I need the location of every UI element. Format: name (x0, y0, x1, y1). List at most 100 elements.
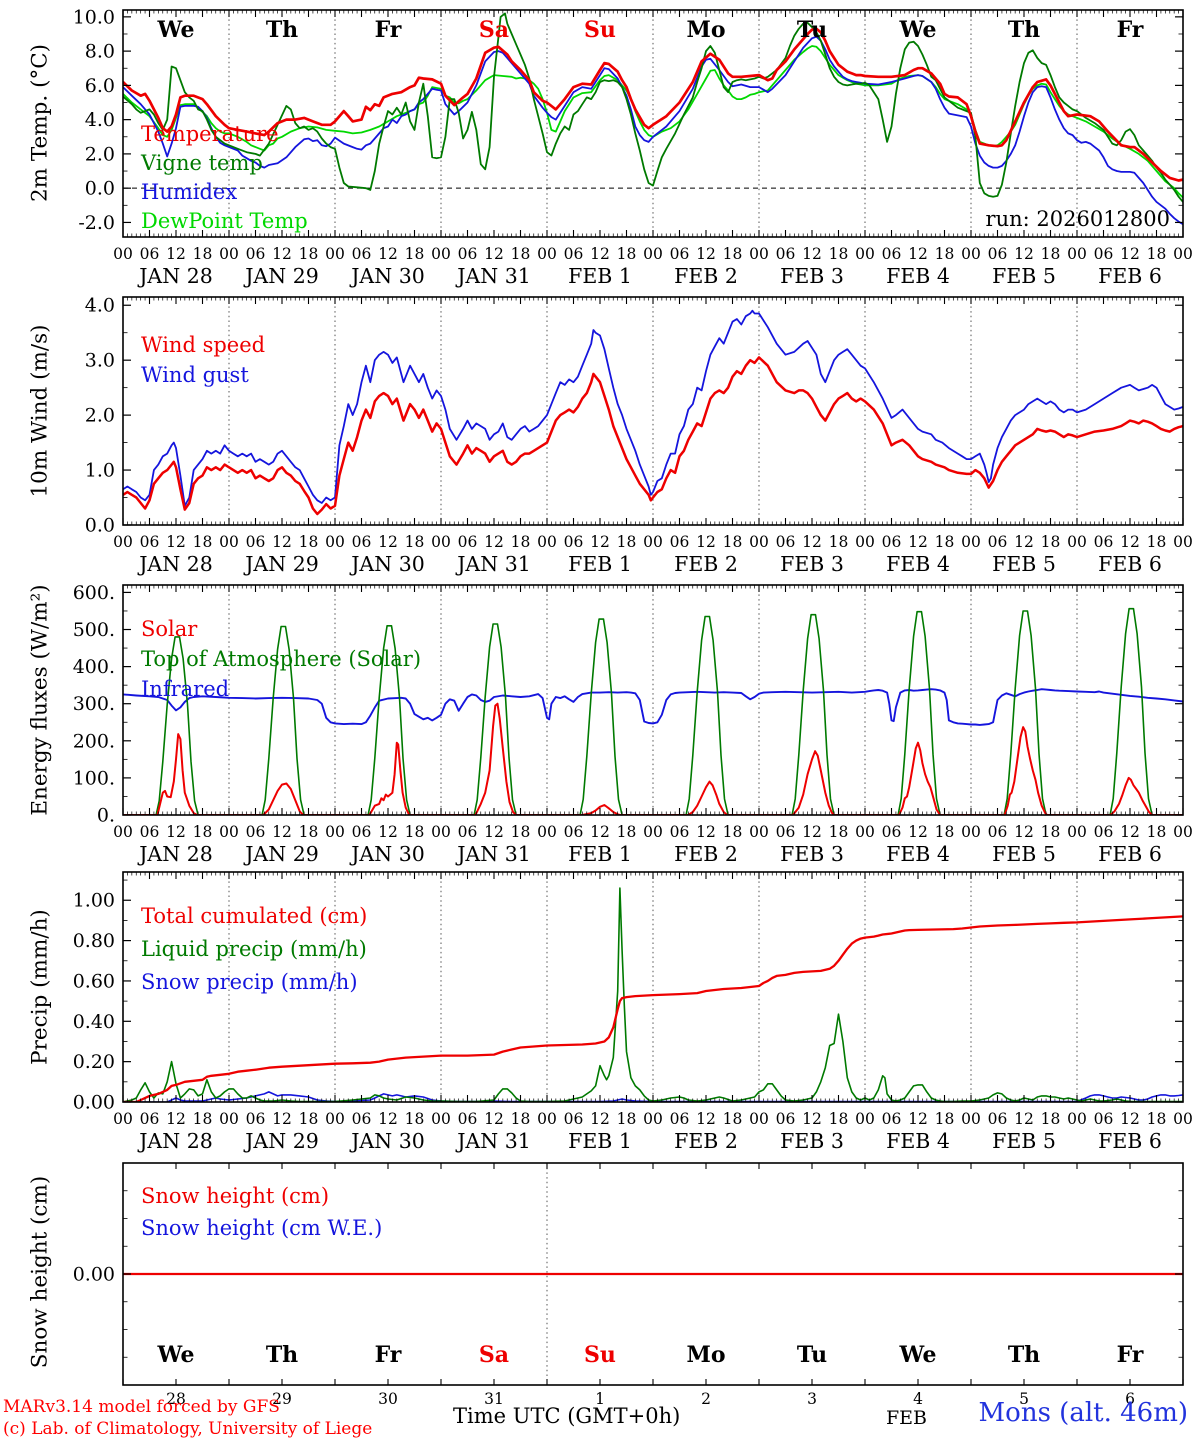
hour-tick-label: 18 (935, 533, 955, 551)
hour-tick-label: 06 (776, 823, 796, 841)
y-tick-label: 4.0 (85, 295, 115, 317)
hour-tick-label: 12 (802, 1110, 822, 1128)
y-tick-label: 6.0 (85, 75, 115, 97)
hour-tick-label: 06 (988, 245, 1008, 263)
y-axis-title-precip: Precip (mm/h) (27, 909, 53, 1065)
hour-tick-label: 00 (1067, 245, 1087, 263)
hour-tick-label: 06 (140, 823, 160, 841)
hour-tick-label: 00 (1173, 245, 1193, 263)
hour-tick-label: 00 (219, 533, 239, 551)
y-tick-label: 1.0 (85, 460, 115, 482)
y-tick-label: 0.0 (85, 178, 115, 200)
date-label: FEB 5 (992, 1129, 1056, 1153)
hour-tick-label: 18 (617, 1110, 637, 1128)
hour-tick-label: 12 (484, 245, 504, 263)
date-label: FEB 3 (780, 842, 844, 866)
date-label: JAN 29 (243, 842, 319, 866)
hour-tick-label: 06 (246, 245, 266, 263)
y-tick-label: 400. (73, 656, 115, 678)
hour-tick-label: 06 (352, 245, 372, 263)
footer-lab: (c) Lab. of Climatology, University of L… (3, 1419, 373, 1439)
hour-tick-label: 12 (378, 1110, 398, 1128)
hour-tick-label: 18 (935, 1110, 955, 1128)
date-label: JAN 30 (349, 1129, 425, 1153)
hour-tick-label: 00 (1173, 1110, 1193, 1128)
hour-tick-label: 00 (961, 245, 981, 263)
hour-tick-label: 00 (431, 533, 451, 551)
hour-tick-label: 00 (113, 533, 133, 551)
hour-tick-label: 12 (696, 533, 716, 551)
y-tick-label: 3.0 (85, 350, 115, 372)
hour-tick-label: 00 (1067, 1110, 1087, 1128)
weekday-label-top: Su (584, 17, 616, 43)
hour-tick-label: 06 (564, 823, 584, 841)
weekday-label-top: Sa (479, 17, 509, 43)
hour-tick-label: 18 (299, 533, 319, 551)
legend-item-snow-height-we: Snow height (cm W.E.) (141, 1216, 383, 1240)
hour-tick-label: 12 (1014, 245, 1034, 263)
hour-tick-label: 00 (749, 245, 769, 263)
date-label: FEB 5 (992, 842, 1056, 866)
hour-tick-label: 06 (246, 533, 266, 551)
y-tick-label: 0.0 (85, 515, 115, 537)
y-tick-label: 200. (73, 730, 115, 752)
footer-month-label: FEB (886, 1407, 928, 1429)
legend-item-infrared: Infrared (141, 677, 230, 701)
y-tick-label: 2.0 (85, 143, 115, 165)
hour-tick-label: 12 (378, 823, 398, 841)
hour-tick-label: 12 (1120, 823, 1140, 841)
date-label: JAN 29 (243, 264, 319, 288)
date-label: FEB 4 (886, 264, 950, 288)
date-label: FEB 6 (1098, 552, 1162, 576)
legend-item-solar: Solar (141, 617, 198, 641)
hour-tick-label: 18 (1041, 245, 1061, 263)
legend-item-toa-solar: Top of Atmosphere (Solar) (141, 647, 422, 671)
weekday-label-top: We (899, 17, 937, 43)
footer-time-axis: Time UTC (GMT+0h) (453, 1404, 681, 1428)
hour-tick-label: 18 (723, 823, 743, 841)
hour-tick-label: 18 (405, 533, 425, 551)
date-label: FEB 2 (674, 1129, 738, 1153)
hour-tick-label: 12 (1014, 823, 1034, 841)
weekday-label-bottom: Fr (1117, 1342, 1144, 1368)
hour-tick-label: 12 (696, 245, 716, 263)
hour-tick-label: 00 (855, 823, 875, 841)
hour-tick-label: 00 (643, 533, 663, 551)
hour-tick-label: 12 (908, 823, 928, 841)
date-label: JAN 31 (455, 264, 531, 288)
day-number-label: 29 (272, 1390, 292, 1408)
weekday-label-top: Fr (375, 17, 402, 43)
weekday-label-bottom: Th (266, 1342, 298, 1368)
day-number-label: 30 (378, 1390, 398, 1408)
legend-item-wind-speed: Wind speed (141, 333, 266, 357)
hour-tick-label: 00 (749, 533, 769, 551)
date-label: FEB 6 (1098, 264, 1162, 288)
hour-tick-label: 06 (458, 823, 478, 841)
y-axis-title-temperature: 2m Temp. (°C) (27, 43, 53, 203)
hour-tick-label: 18 (405, 823, 425, 841)
hour-tick-label: 18 (405, 1110, 425, 1128)
series-wind-speed (123, 356, 1183, 516)
legend-item-temperature: Temperature (141, 122, 279, 146)
hour-tick-label: 18 (935, 823, 955, 841)
hour-tick-label: 18 (193, 245, 213, 263)
hour-tick-label: 18 (829, 245, 849, 263)
legend-temperature: Temperature Vigne temp Humidex DewPoint Tem… (141, 120, 308, 236)
hour-tick-label: 06 (988, 533, 1008, 551)
hour-tick-label: 00 (537, 533, 557, 551)
y-tick-label: 0.00 (73, 1264, 115, 1286)
legend-item-snow-height: Snow height (cm) (141, 1184, 330, 1208)
hour-tick-label: 00 (855, 245, 875, 263)
panel-energy: 600.500.400.300.200.100.0.00 06 12 18 00 06 12… (73, 582, 1193, 866)
hour-tick-label: 12 (378, 245, 398, 263)
hour-tick-label: 12 (802, 533, 822, 551)
y-axis-title-energy: Energy fluxes (W/m²) (27, 584, 53, 816)
weekday-label-bottom: Mo (686, 1342, 725, 1368)
hour-tick-label: 00 (1067, 533, 1087, 551)
hour-tick-label: 18 (1041, 823, 1061, 841)
date-label: JAN 28 (137, 1129, 213, 1153)
hour-tick-label: 12 (272, 533, 292, 551)
hour-tick-label: 18 (723, 245, 743, 263)
hour-tick-label: 18 (299, 245, 319, 263)
